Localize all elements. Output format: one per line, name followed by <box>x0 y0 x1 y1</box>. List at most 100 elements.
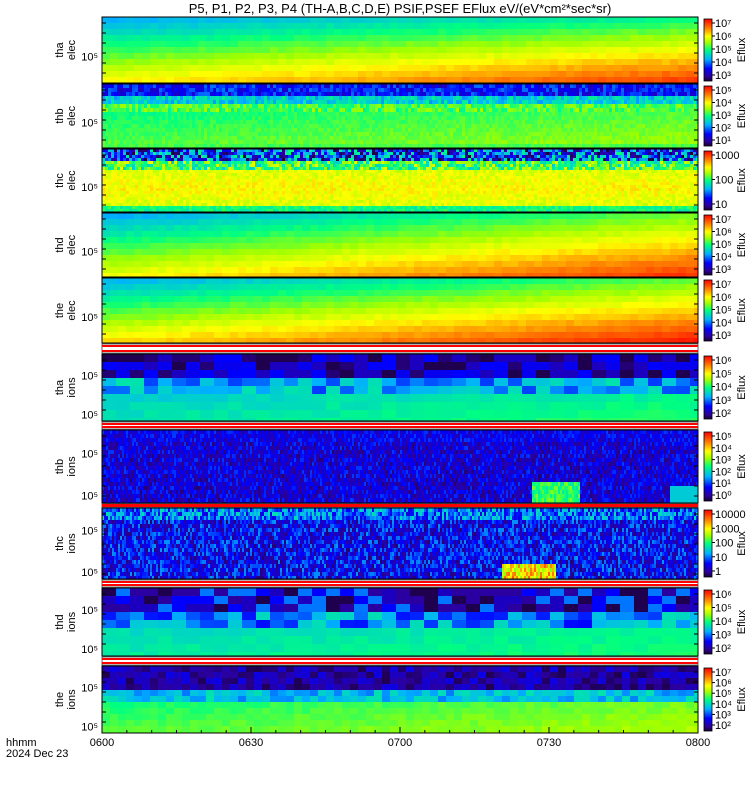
heatmap-cell <box>120 161 124 165</box>
heatmap-cell <box>501 152 505 156</box>
heatmap-cell <box>576 108 580 113</box>
heatmap-cell <box>670 71 679 78</box>
heatmap-cell <box>534 41 543 48</box>
heatmap-cell <box>282 132 286 137</box>
heatmap-cell <box>399 100 403 105</box>
heatmap-cell <box>474 158 478 162</box>
heatmap-cell <box>570 136 574 141</box>
heatmap-cell <box>291 92 295 97</box>
heatmap-cell <box>444 128 448 133</box>
panel-tha-elec: 10⁵tha elec10⁷10⁶10⁵10⁴10³Eflux <box>54 17 748 84</box>
heatmap-cell <box>126 140 130 145</box>
heatmap-cell <box>345 161 349 165</box>
heatmap-cell <box>675 92 679 97</box>
heatmap-cell <box>645 112 649 117</box>
heatmap-cell <box>243 112 247 117</box>
heatmap-cell <box>102 65 111 72</box>
heatmap-cell <box>393 84 397 89</box>
heatmap-cell <box>254 47 263 54</box>
heatmap-cell <box>372 96 376 101</box>
heatmap-cell <box>262 29 271 36</box>
heatmap-cell <box>162 155 166 159</box>
heatmap-cell <box>459 104 463 109</box>
heatmap-cell <box>294 47 303 54</box>
heatmap-cell <box>138 92 142 97</box>
heatmap-cell <box>123 155 127 159</box>
heatmap-cell <box>588 149 592 153</box>
heatmap-cell <box>498 124 502 129</box>
heatmap-cell <box>303 132 307 137</box>
heatmap-cell <box>333 84 337 89</box>
heatmap-cell <box>303 108 307 113</box>
heatmap-cell <box>477 161 481 165</box>
heatmap-cell <box>693 120 697 125</box>
heatmap-cell <box>471 108 475 113</box>
heatmap-cell <box>478 71 487 78</box>
heatmap-cell <box>447 124 451 129</box>
heatmap-cell <box>588 124 592 129</box>
heatmap-cell <box>158 47 167 54</box>
heatmap-cell <box>630 41 639 48</box>
heatmap-cell <box>240 88 244 93</box>
heatmap-cell <box>159 136 163 141</box>
heatmap-cell <box>550 29 559 36</box>
heatmap-cell <box>303 104 307 109</box>
heatmap-cell <box>422 65 431 72</box>
heatmap-cell <box>558 23 567 30</box>
heatmap-cell <box>138 108 142 113</box>
heatmap-cell <box>516 132 520 137</box>
heatmap-cell <box>360 161 364 165</box>
heatmap-cell <box>588 120 592 125</box>
heatmap-cell <box>603 124 607 129</box>
heatmap-cell <box>214 71 223 78</box>
heatmap-cell <box>606 132 610 137</box>
heatmap-cell <box>675 100 679 105</box>
heatmap-cell <box>483 155 487 159</box>
heatmap-cell <box>141 152 145 156</box>
heatmap-cell <box>246 59 255 66</box>
heatmap-cell <box>444 161 448 165</box>
heatmap-cell <box>129 140 133 145</box>
heatmap-cell <box>666 155 670 159</box>
heatmap-cell <box>390 71 399 78</box>
heatmap-cell <box>198 132 202 137</box>
heatmap-cell <box>542 65 551 72</box>
heatmap-cell <box>614 29 623 36</box>
heatmap-cell <box>142 53 151 60</box>
heatmap-cell <box>177 112 181 117</box>
heatmap-cell <box>198 108 202 113</box>
heatmap-cell <box>312 100 316 105</box>
heatmap-cell <box>126 96 130 101</box>
heatmap-cell <box>334 65 343 72</box>
heatmap-cell <box>219 158 223 162</box>
heatmap-cell <box>246 140 250 145</box>
heatmap-cell <box>543 136 547 141</box>
heatmap-cell <box>542 29 551 36</box>
heatmap-cell <box>660 149 664 153</box>
heatmap-cell <box>255 104 259 109</box>
panels-group: 10⁵tha elec10⁷10⁶10⁵10⁴10³Eflux10⁵thb elec… <box>54 17 748 734</box>
heatmap-cell <box>654 35 663 42</box>
heatmap-cell <box>261 120 265 125</box>
heatmap-cell <box>345 140 349 145</box>
heatmap-cell <box>558 132 562 137</box>
heatmap-cell <box>639 152 643 156</box>
heatmap-cell <box>309 104 313 109</box>
heatmap-cell <box>510 158 514 162</box>
heatmap-cell <box>549 108 553 113</box>
heatmap-cell <box>315 88 319 93</box>
heatmap-cell <box>645 120 649 125</box>
heatmap-cell <box>142 35 151 42</box>
heatmap-cell <box>369 136 373 141</box>
heatmap-cell <box>492 92 496 97</box>
heatmap-cell <box>686 35 695 42</box>
heatmap-cell <box>351 108 355 113</box>
heatmap-cell <box>564 149 568 153</box>
heatmap-cell <box>315 100 319 105</box>
heatmap-cell <box>321 104 325 109</box>
heatmap-cell <box>504 96 508 101</box>
heatmap-cell <box>567 84 571 89</box>
heatmap-cell <box>366 59 375 66</box>
heatmap-cell <box>114 128 118 133</box>
heatmap-cell <box>570 158 574 162</box>
